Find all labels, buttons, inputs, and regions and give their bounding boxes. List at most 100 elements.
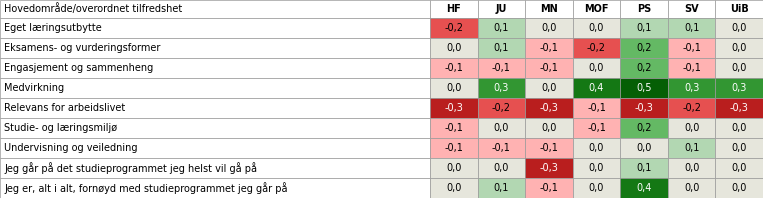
Bar bbox=[573, 78, 620, 98]
Text: 0,2: 0,2 bbox=[636, 43, 652, 53]
Bar bbox=[525, 18, 573, 38]
Bar bbox=[525, 78, 573, 98]
Text: 0,0: 0,0 bbox=[684, 183, 700, 193]
Text: -0,3: -0,3 bbox=[635, 103, 653, 113]
Text: 0,4: 0,4 bbox=[589, 83, 604, 93]
Text: -0,2: -0,2 bbox=[444, 23, 463, 33]
Text: Jeg går på det studieprogrammet jeg helst vil gå på: Jeg går på det studieprogrammet jeg hels… bbox=[4, 162, 257, 174]
Text: Eksamens- og vurderingsformer: Eksamens- og vurderingsformer bbox=[4, 43, 160, 53]
Text: 0,0: 0,0 bbox=[732, 143, 747, 153]
Bar bbox=[620, 158, 668, 178]
Bar bbox=[716, 178, 763, 198]
Text: -0,1: -0,1 bbox=[492, 63, 510, 73]
Bar bbox=[573, 58, 620, 78]
Text: 0,0: 0,0 bbox=[494, 163, 509, 173]
Bar bbox=[668, 178, 716, 198]
Text: MOF: MOF bbox=[584, 4, 609, 14]
Text: -0,1: -0,1 bbox=[492, 143, 510, 153]
Bar bbox=[620, 0, 668, 18]
Text: 0,0: 0,0 bbox=[732, 183, 747, 193]
Text: 0,0: 0,0 bbox=[684, 163, 700, 173]
Bar bbox=[430, 0, 478, 18]
Text: 0,0: 0,0 bbox=[541, 83, 557, 93]
Text: 0,0: 0,0 bbox=[684, 123, 700, 133]
Bar bbox=[573, 0, 620, 18]
Text: -0,3: -0,3 bbox=[729, 103, 749, 113]
Text: -0,2: -0,2 bbox=[682, 103, 701, 113]
Text: Undervisning og veiledning: Undervisning og veiledning bbox=[4, 143, 137, 153]
Text: 0,0: 0,0 bbox=[589, 143, 604, 153]
Text: 0,5: 0,5 bbox=[636, 83, 652, 93]
Bar bbox=[668, 0, 716, 18]
Bar bbox=[430, 98, 478, 118]
Bar bbox=[716, 0, 763, 18]
Text: Studie- og læringsmiljø: Studie- og læringsmiljø bbox=[4, 123, 118, 133]
Bar bbox=[0, 18, 430, 38]
Bar bbox=[573, 178, 620, 198]
Text: 0,4: 0,4 bbox=[636, 183, 652, 193]
Text: -0,1: -0,1 bbox=[539, 63, 559, 73]
Bar bbox=[478, 38, 525, 58]
Text: 0,3: 0,3 bbox=[732, 83, 747, 93]
Text: 0,0: 0,0 bbox=[732, 123, 747, 133]
Bar bbox=[0, 98, 430, 118]
Bar bbox=[430, 78, 478, 98]
Text: 0,1: 0,1 bbox=[636, 23, 652, 33]
Text: -0,2: -0,2 bbox=[492, 103, 511, 113]
Bar bbox=[0, 78, 430, 98]
Text: 0,0: 0,0 bbox=[732, 63, 747, 73]
Bar bbox=[620, 98, 668, 118]
Text: 0,0: 0,0 bbox=[541, 23, 557, 33]
Bar bbox=[478, 0, 525, 18]
Text: -0,1: -0,1 bbox=[539, 183, 559, 193]
Bar bbox=[668, 18, 716, 38]
Text: Hovedområde/overordnet tilfredshet: Hovedområde/overordnet tilfredshet bbox=[4, 4, 182, 14]
Bar bbox=[525, 0, 573, 18]
Bar bbox=[430, 158, 478, 178]
Text: Medvirkning: Medvirkning bbox=[4, 83, 64, 93]
Text: -0,1: -0,1 bbox=[444, 143, 463, 153]
Text: SV: SV bbox=[684, 4, 699, 14]
Bar bbox=[716, 98, 763, 118]
Bar bbox=[0, 58, 430, 78]
Text: 0,0: 0,0 bbox=[732, 43, 747, 53]
Text: 0,0: 0,0 bbox=[589, 183, 604, 193]
Text: -0,3: -0,3 bbox=[444, 103, 463, 113]
Text: Eget læringsutbytte: Eget læringsutbytte bbox=[4, 23, 101, 33]
Bar bbox=[620, 78, 668, 98]
Bar bbox=[716, 138, 763, 158]
Bar bbox=[668, 158, 716, 178]
Bar bbox=[478, 58, 525, 78]
Bar bbox=[525, 58, 573, 78]
Text: 0,1: 0,1 bbox=[494, 183, 509, 193]
Bar bbox=[573, 158, 620, 178]
Text: Relevans for arbeidslivet: Relevans for arbeidslivet bbox=[4, 103, 125, 113]
Text: Engasjement og sammenheng: Engasjement og sammenheng bbox=[4, 63, 153, 73]
Bar bbox=[525, 158, 573, 178]
Text: 0,0: 0,0 bbox=[446, 163, 462, 173]
Bar bbox=[668, 138, 716, 158]
Text: 0,2: 0,2 bbox=[636, 123, 652, 133]
Text: -0,1: -0,1 bbox=[587, 123, 606, 133]
Bar bbox=[668, 58, 716, 78]
Text: 0,3: 0,3 bbox=[494, 83, 509, 93]
Bar bbox=[716, 158, 763, 178]
Text: MN: MN bbox=[540, 4, 558, 14]
Text: UiB: UiB bbox=[730, 4, 749, 14]
Bar bbox=[478, 178, 525, 198]
Text: 0,0: 0,0 bbox=[446, 43, 462, 53]
Bar bbox=[620, 178, 668, 198]
Text: PS: PS bbox=[637, 4, 651, 14]
Bar bbox=[573, 138, 620, 158]
Text: 0,1: 0,1 bbox=[684, 23, 700, 33]
Text: 0,0: 0,0 bbox=[589, 23, 604, 33]
Text: JU: JU bbox=[496, 4, 507, 14]
Bar bbox=[716, 18, 763, 38]
Bar bbox=[525, 38, 573, 58]
Bar bbox=[478, 138, 525, 158]
Text: 0,3: 0,3 bbox=[684, 83, 700, 93]
Bar bbox=[0, 178, 430, 198]
Text: 0,0: 0,0 bbox=[732, 163, 747, 173]
Text: 0,0: 0,0 bbox=[589, 63, 604, 73]
Bar bbox=[478, 78, 525, 98]
